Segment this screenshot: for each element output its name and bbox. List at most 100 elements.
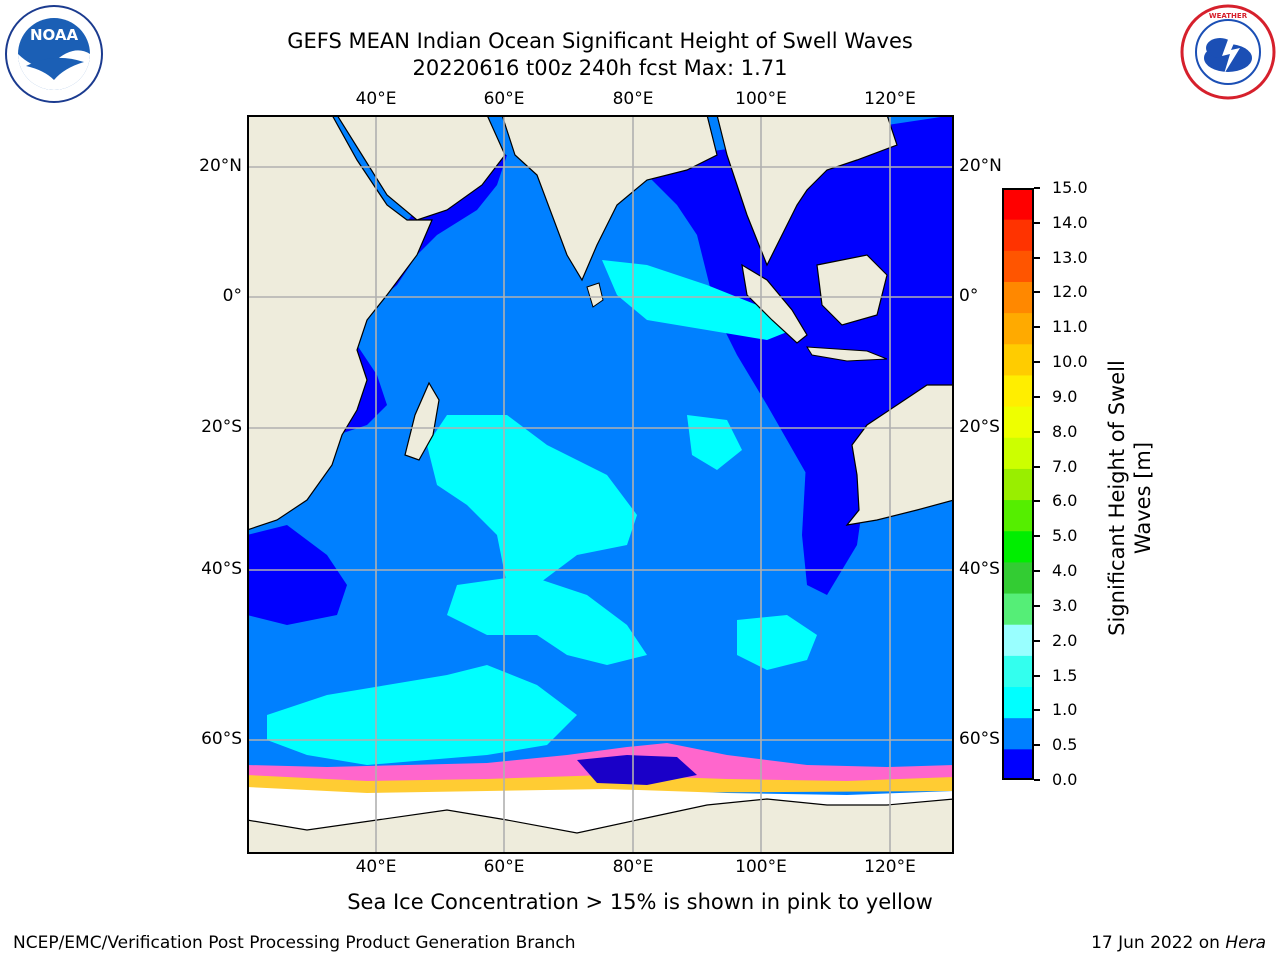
colorbar-swatch bbox=[1002, 437, 1034, 469]
plot-title-line1: GEFS MEAN Indian Ocean Significant Heigh… bbox=[287, 29, 913, 53]
colorbar-swatch bbox=[1002, 624, 1034, 656]
colorbar-swatch bbox=[1002, 406, 1034, 438]
colorbar-tick-label: 7.0 bbox=[1052, 456, 1078, 476]
colorbar-swatch bbox=[1002, 593, 1034, 625]
map-frame bbox=[247, 115, 954, 854]
colorbar-tick-label: 9.0 bbox=[1052, 386, 1078, 406]
central-swell-patch bbox=[427, 415, 637, 585]
colorbar-tick-label: 5.0 bbox=[1052, 526, 1078, 546]
colorbar-swatch bbox=[1002, 561, 1034, 594]
ice-edge-yellow bbox=[247, 775, 954, 795]
bottom-tick-100e: 100°E bbox=[735, 857, 787, 877]
colorbar-tick-mark bbox=[1034, 465, 1040, 468]
colorbar-tick-label: 8.0 bbox=[1052, 421, 1078, 441]
left-tick-0: 0° bbox=[222, 286, 242, 306]
australia-west-low-swell bbox=[802, 415, 867, 595]
colorbar-tick-label: 0.0 bbox=[1052, 770, 1078, 789]
footer-date-text: 17 Jun 2022 on bbox=[1091, 933, 1220, 953]
top-tick-80e: 80°E bbox=[612, 89, 654, 109]
bottom-tick-120e: 120°E bbox=[864, 857, 916, 877]
southeast-swell-patch bbox=[737, 615, 817, 670]
bottom-tick-60e: 60°E bbox=[483, 857, 525, 877]
colorbar-tick-label: 14.0 bbox=[1052, 212, 1088, 232]
colorbar-tick-mark bbox=[1034, 535, 1040, 538]
colorbar-tick-mark bbox=[1034, 221, 1040, 224]
left-tick-40s: 40°S bbox=[201, 559, 242, 579]
colorbar-tick-label: 10.0 bbox=[1052, 352, 1088, 372]
colorbar-tick-label: 0.5 bbox=[1052, 735, 1078, 755]
right-tick-0: 0° bbox=[959, 286, 979, 306]
colorbar-tick-mark bbox=[1034, 604, 1040, 607]
colorbar-swatch bbox=[1002, 188, 1034, 220]
colorbar-tick-label: 1.0 bbox=[1052, 700, 1078, 720]
east-indian-low-swell bbox=[647, 115, 954, 495]
colorbar-tick-mark bbox=[1034, 674, 1040, 677]
land-sri-lanka bbox=[586, 282, 604, 308]
colorbar-swatch bbox=[1002, 748, 1034, 780]
right-tick-20n: 20°N bbox=[959, 156, 1002, 176]
colorbar-tick-label: 4.0 bbox=[1052, 561, 1078, 581]
colorbar-tick-label: 1.5 bbox=[1052, 665, 1078, 685]
land-sumatra bbox=[741, 263, 808, 344]
colorbar-swatch bbox=[1002, 312, 1034, 345]
colorbar-label: Significant Height of Swell Waves [m] bbox=[1105, 360, 1155, 636]
colorbar-tick-mark bbox=[1034, 187, 1040, 189]
top-tick-100e: 100°E bbox=[735, 89, 787, 109]
colorbar-swatch bbox=[1002, 686, 1034, 719]
southwest-low-swell bbox=[247, 525, 347, 625]
colorbar-tick-mark bbox=[1034, 395, 1040, 398]
colorbar-tick-mark bbox=[1034, 291, 1040, 294]
colorbar-tick-mark bbox=[1034, 744, 1040, 747]
land-borneo bbox=[816, 254, 888, 326]
right-tick-60s: 60°S bbox=[959, 729, 1000, 749]
svg-text:NOAA: NOAA bbox=[30, 26, 79, 44]
footer-credit: NCEP/EMC/Verification Post Processing Pr… bbox=[13, 933, 576, 953]
land-africa bbox=[247, 115, 433, 531]
colorbar-tick-label: 11.0 bbox=[1052, 317, 1088, 337]
top-tick-60e: 60°E bbox=[483, 89, 525, 109]
ice-dark-core bbox=[577, 755, 697, 785]
colorbar-tick-mark bbox=[1034, 361, 1040, 364]
top-tick-40e: 40°E bbox=[355, 89, 397, 109]
colorbar-swatch bbox=[1002, 374, 1034, 407]
right-tick-40s: 40°S bbox=[959, 559, 1000, 579]
colorbar-swatch bbox=[1002, 250, 1034, 282]
colorbar-tick-mark bbox=[1034, 779, 1040, 781]
colorbar-tick-mark bbox=[1034, 256, 1040, 259]
sea-ice-note: Sea Ice Concentration > 15% is shown in … bbox=[347, 890, 933, 914]
colorbar-frame bbox=[1002, 188, 1034, 780]
colorbar-swatch bbox=[1002, 655, 1034, 688]
land-madagascar bbox=[404, 381, 440, 461]
colorbar-swatch bbox=[1002, 219, 1034, 251]
footer-date: 17 Jun 2022 on Hera bbox=[1091, 933, 1266, 953]
plot-title-line2: 20220616 t00z 240h fcst Max: 1.71 bbox=[412, 56, 788, 80]
colorbar-tick-label: 2.0 bbox=[1052, 630, 1078, 650]
left-tick-60s: 60°S bbox=[201, 729, 242, 749]
colorbar-tick-mark bbox=[1034, 430, 1040, 433]
colorbar-tick-label: 12.0 bbox=[1052, 282, 1088, 302]
colorbar-tick-label: 6.0 bbox=[1052, 491, 1078, 511]
colorbar-swatch bbox=[1002, 717, 1034, 750]
colorbar-tick-label: 3.0 bbox=[1052, 595, 1078, 615]
colorbar-tick-mark bbox=[1034, 500, 1040, 503]
land-antarctica bbox=[247, 798, 954, 854]
svg-text:WEATHER: WEATHER bbox=[1209, 12, 1248, 20]
equatorial-swell-patch bbox=[602, 260, 792, 340]
grid-lines bbox=[247, 115, 954, 854]
noaa-logo: NOAA bbox=[4, 4, 104, 104]
colorbar-swatch bbox=[1002, 281, 1034, 314]
bottom-tick-80e: 80°E bbox=[612, 857, 654, 877]
colorbar bbox=[1002, 188, 1034, 780]
colorbar-swatch bbox=[1002, 499, 1034, 532]
top-tick-120e: 120°E bbox=[864, 89, 916, 109]
colorbar-tick-mark bbox=[1034, 709, 1040, 712]
colorbar-tick-mark bbox=[1034, 326, 1040, 329]
land-india bbox=[501, 115, 718, 282]
colorbar-swatch bbox=[1002, 468, 1034, 501]
ocean-map bbox=[247, 115, 954, 854]
right-tick-20s: 20°S bbox=[959, 417, 1000, 437]
colorbar-tick-mark bbox=[1034, 639, 1040, 642]
bottom-tick-40e: 40°E bbox=[355, 857, 397, 877]
south-central-swell-patch bbox=[447, 575, 647, 665]
land-java bbox=[806, 346, 888, 362]
